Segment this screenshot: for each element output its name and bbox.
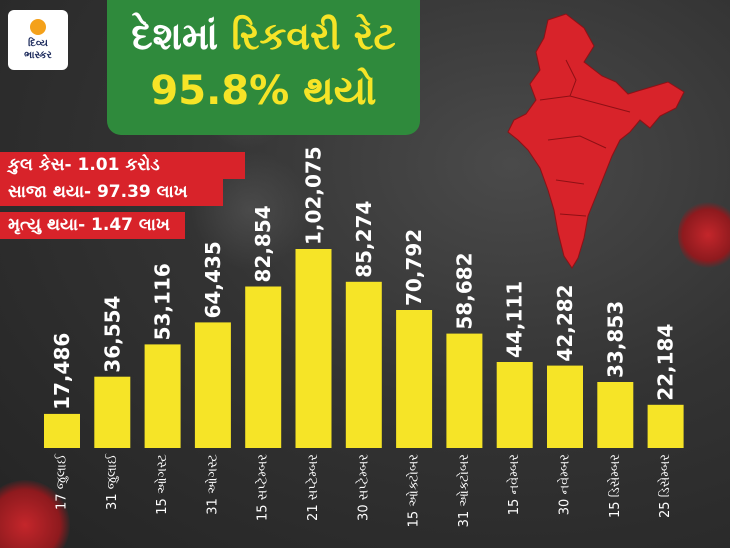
category-label-11: 15 ડિસેમ્બર (607, 454, 623, 518)
stat-total-cases: કુલ કેસ- 1.01 કરોડ (0, 152, 245, 179)
value-label-8: 58,682 (452, 252, 476, 329)
category-label-2: 15 ઓગસ્ટ (154, 454, 170, 515)
value-label-1: 36,554 (100, 296, 124, 373)
category-label-8: 31 ઓક્ટોબર (456, 454, 472, 528)
category-label-9: 15 નવેમ્બર (506, 454, 522, 515)
bar-12 (647, 404, 684, 448)
bar-10 (547, 365, 583, 448)
bar-4 (245, 286, 282, 448)
category-label-6: 30 સપ્ટેમ્બર (355, 454, 371, 521)
bar-1 (94, 376, 131, 448)
bar-11 (597, 382, 634, 448)
bar-3 (194, 322, 231, 448)
value-label-5: 1,02,075 (302, 146, 326, 245)
headline-box: દેશમાં રિકવરી રેટ 95.8% થયો (107, 0, 420, 135)
logo-sun-icon (30, 19, 46, 35)
bar-0 (44, 413, 80, 448)
stat-deaths: મૃત્યુ થયા- 1.47 લાખ (0, 212, 185, 239)
value-label-6: 85,274 (352, 201, 376, 278)
bar-6 (345, 281, 382, 448)
value-label-0: 17,486 (50, 333, 74, 410)
headline-part1: દેશમાં (131, 14, 232, 58)
value-label-12: 22,184 (654, 324, 678, 401)
value-label-3: 64,435 (201, 241, 225, 318)
category-label-12: 25 ડિસેમ્બર (657, 454, 673, 518)
headline-line1: દેશમાં રિકવરી રેટ (107, 14, 420, 59)
value-label-9: 44,111 (503, 281, 527, 358)
bar-5 (295, 249, 332, 448)
category-label-4: 15 સપ્ટેમ્બર (255, 454, 271, 521)
stat-recovered: સાજા થયા- 97.39 લાખ (0, 179, 223, 206)
category-label-10: 30 નવેમ્બર (556, 454, 572, 515)
logo: દિવ્ય ભાસ્કર (8, 10, 68, 70)
value-label-10: 42,282 (553, 284, 577, 361)
value-label-11: 33,853 (603, 301, 627, 378)
virus-decoration (678, 200, 730, 270)
category-label-5: 21 સપ્ટેમ્બર (305, 454, 321, 521)
logo-line2: ભાસ્કર (24, 50, 52, 61)
category-label-1: 31 જુલાઈ (104, 453, 120, 510)
bar-8 (446, 333, 483, 448)
bar-2 (144, 344, 181, 448)
value-label-2: 53,116 (151, 263, 175, 340)
category-label-7: 15 ઓક્ટોબર (406, 454, 422, 528)
logo-line1: દિવ્ય (28, 38, 48, 49)
category-label-0: 17 જુલાઈ (54, 453, 70, 510)
value-label-4: 82,854 (251, 205, 275, 282)
bar-7 (396, 310, 433, 448)
headline-line2: 95.8% થયો (150, 68, 377, 114)
category-label-3: 31 ઓગસ્ટ (204, 454, 220, 515)
headline-part2: રિકવરી રેટ (231, 14, 396, 58)
value-label-7: 70,792 (402, 229, 426, 306)
india-map-shape (507, 13, 685, 269)
bar-9 (496, 362, 533, 448)
